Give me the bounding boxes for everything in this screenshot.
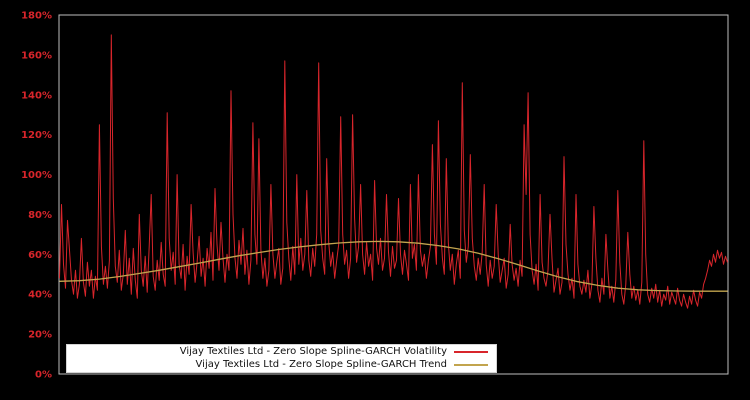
plot-border <box>58 14 729 375</box>
legend: Vijay Textiles Ltd - Zero Slope Spline-G… <box>66 344 497 373</box>
legend-row-volatility: Vijay Textiles Ltd - Zero Slope Spline-G… <box>75 346 488 358</box>
legend-row-trend: Vijay Textiles Ltd - Zero Slope Spline-G… <box>75 359 488 371</box>
y-tick-label: 180% <box>21 11 52 22</box>
y-tick-label: 0% <box>35 370 52 381</box>
y-axis-ticks: 0% 20% 40% 60% 80% 100% 120% 140% 160% 180% <box>21 11 52 381</box>
y-tick-label: 120% <box>21 130 52 141</box>
y-tick-label: 60% <box>28 250 52 261</box>
y-tick-label: 20% <box>28 330 52 341</box>
y-tick-label: 100% <box>21 170 52 181</box>
trend-series <box>59 240 728 292</box>
volatility-series <box>59 34 728 309</box>
legend-label-trend: Vijay Textiles Ltd - Zero Slope Spline-G… <box>195 359 447 370</box>
legend-label-volatility: Vijay Textiles Ltd - Zero Slope Spline-G… <box>179 346 447 357</box>
legend-line-sample-trend <box>454 364 488 366</box>
y-tick-label: 160% <box>21 50 52 61</box>
y-tick-label: 40% <box>28 290 52 301</box>
y-tick-label: 80% <box>28 210 52 221</box>
y-tick-label: 140% <box>21 90 52 101</box>
legend-line-sample-volatility <box>454 351 488 353</box>
